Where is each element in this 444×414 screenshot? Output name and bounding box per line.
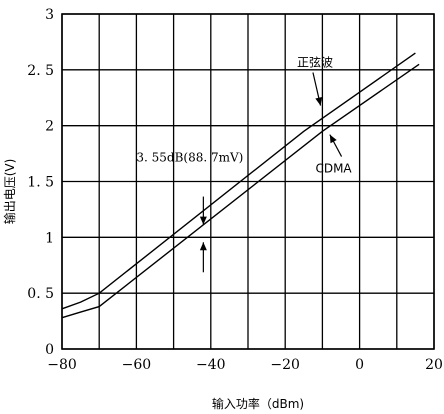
annotation-label-0: 正弦波 (297, 54, 333, 69)
y-tick-label: 0. 5 (27, 286, 54, 302)
series-lines (61, 52, 420, 319)
annotations: 正弦波 CDMA 3. 55dB(88. 7mV) (136, 54, 352, 273)
y-tick-label: 1 (45, 230, 54, 246)
annotation-label-1: CDMA (315, 162, 352, 176)
gap-arrow-down-head (199, 216, 207, 225)
y-tick-label: 1. 5 (27, 175, 54, 191)
y-tick-label: 3 (45, 7, 54, 23)
x-axis-label: 输入功率（dBm) (212, 396, 304, 411)
series-line-0 (61, 52, 416, 310)
x-tick-label: −60 (122, 357, 152, 373)
y-tick-label: 0 (45, 342, 54, 358)
gap-arrow-up-head (199, 242, 207, 251)
plot-frame (61, 13, 435, 350)
annotation-arrow-0-head (315, 96, 323, 106)
tick-labels: −80 −60 −40 −20 0 20 0 0. 5 1 1. 5 2 2. 5 3 (27, 7, 443, 373)
series-line-1 (61, 63, 420, 319)
grid (61, 13, 435, 350)
x-tick-label: −20 (270, 357, 300, 373)
y-tick-label: 2. 5 (27, 63, 54, 79)
y-tick-label: 2 (45, 119, 54, 135)
annotation-arrow-1-head (329, 134, 337, 144)
y-axis-label: 输出电压(V) (2, 159, 17, 225)
x-tick-label: 20 (425, 357, 443, 373)
annotation-label-2: 3. 55dB(88. 7mV) (136, 150, 243, 164)
x-tick-label: −40 (196, 357, 226, 373)
x-tick-label: −80 (47, 357, 77, 373)
x-tick-label: 0 (355, 357, 364, 373)
